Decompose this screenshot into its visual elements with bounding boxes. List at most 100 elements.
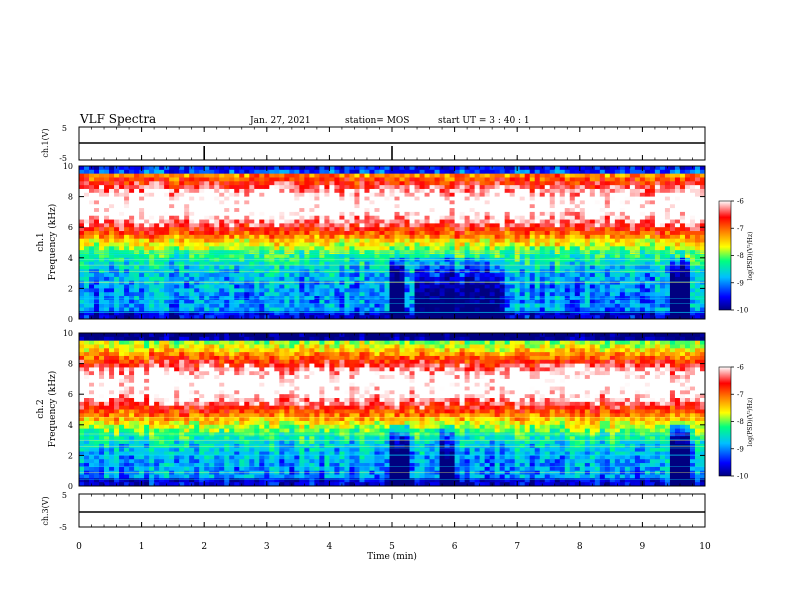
spectrogram-cell — [199, 315, 205, 320]
spectrogram-cell — [264, 303, 270, 308]
spectrogram-cell — [384, 204, 390, 209]
spectrogram-cell — [459, 219, 466, 224]
spectrogram-cell — [274, 211, 280, 217]
spectrogram-cell — [499, 261, 506, 266]
spectrogram-cell — [544, 273, 551, 278]
spectrogram-cell — [344, 315, 350, 320]
spectrogram-cell — [699, 188, 706, 194]
spectrogram-cell — [309, 185, 315, 190]
spectrogram-cell — [79, 219, 85, 224]
spectrogram-cell — [344, 303, 350, 308]
spectrogram-cell — [599, 253, 606, 259]
spectrogram-cell — [649, 169, 656, 175]
spectrogram-cell — [409, 215, 415, 220]
spectrogram-cell — [109, 261, 115, 266]
spectrogram-cell — [469, 223, 476, 228]
spectrogram-cell — [639, 181, 646, 186]
spectrogram-cell — [244, 311, 250, 316]
spectrogram-cell — [119, 181, 125, 186]
spectrogram-cell — [134, 280, 140, 285]
spectrogram-cell — [474, 238, 481, 243]
spectrogram-cell — [199, 204, 205, 209]
spectrogram-cell — [119, 261, 125, 266]
spectrogram-cell — [314, 296, 320, 301]
spectrogram-cell — [539, 253, 546, 259]
spectrogram-cell — [574, 242, 581, 247]
spectrogram-cell — [664, 196, 671, 201]
spectrogram-cell — [299, 234, 305, 240]
spectrogram-cell — [289, 204, 295, 209]
spectrogram-cell — [479, 215, 486, 220]
spectrogram-cell — [249, 288, 255, 293]
spectrogram-cell — [359, 211, 365, 217]
spectrogram-cell — [419, 185, 425, 190]
spectrogram-cell — [434, 315, 440, 320]
spectrogram-cell — [354, 173, 360, 178]
spectrogram-cell — [559, 234, 566, 240]
spectrogram-cell — [219, 296, 225, 301]
spectrogram-cell — [104, 296, 110, 301]
spectrogram-cell — [109, 173, 115, 178]
spectrogram-cell — [454, 181, 461, 186]
spectrogram-cell — [359, 261, 365, 266]
spectrogram-cell — [179, 188, 185, 194]
spectrogram-cell — [594, 265, 601, 270]
spectrogram-cell — [464, 296, 471, 301]
spectrogram-cell — [129, 261, 135, 266]
spectrogram-cell — [559, 315, 566, 320]
spectrogram-cell — [409, 288, 415, 293]
spectrogram-cell — [244, 292, 250, 297]
spectrogram-cell — [194, 200, 200, 205]
spectrogram-cell — [189, 299, 195, 305]
spectrogram-cell — [89, 204, 95, 209]
spectrogram-cell — [204, 208, 210, 213]
spectrogram-cell — [674, 315, 681, 320]
spectrogram-cell — [434, 215, 440, 220]
spectrogram-cell — [589, 204, 596, 209]
spectrogram-cell — [174, 261, 180, 266]
spectrogram-cell — [409, 200, 415, 205]
spectrogram-cell — [654, 196, 661, 201]
spectrogram-cell — [609, 188, 616, 194]
spectrogram-cell — [364, 288, 370, 293]
spectrogram-cell — [334, 253, 340, 259]
spectrogram-cell — [289, 211, 295, 217]
spectrogram-cell — [499, 177, 506, 182]
spectrogram-cell — [309, 200, 315, 205]
spectrogram-cell — [129, 242, 135, 247]
spectrogram-cell — [614, 223, 621, 228]
spectrogram-cell — [134, 265, 140, 270]
spectrogram-cell — [224, 227, 230, 232]
spectrogram-cell — [279, 303, 285, 308]
spectrogram-cell — [244, 288, 250, 293]
spectrogram-cell — [554, 307, 561, 312]
spectrogram-cell — [314, 173, 320, 178]
spectrogram-cell — [274, 223, 280, 228]
spectrogram-cell — [249, 211, 255, 217]
spectrogram-cell — [489, 246, 496, 251]
spectrogram-cell — [349, 208, 355, 213]
spectrogram-cell — [199, 238, 205, 243]
spectrogram-cell — [454, 280, 461, 285]
spectrogram-cell — [654, 315, 661, 320]
spectrogram-cell — [484, 284, 491, 289]
spectrogram-cell — [279, 288, 285, 293]
spectrogram-cell — [299, 307, 305, 312]
spectrogram-cell — [594, 234, 601, 240]
spectrogram-cell — [289, 192, 295, 198]
spectrogram-cell — [314, 284, 320, 289]
spectrogram-cell — [79, 253, 85, 259]
spectrogram-cell — [584, 177, 591, 182]
spectrogram-cell — [664, 169, 671, 175]
spectrogram-cell — [194, 208, 200, 213]
spectrogram-cell — [384, 200, 390, 205]
spectrogram-cell — [654, 169, 661, 175]
spectrogram-cell — [559, 276, 566, 282]
spectrogram-cell — [589, 200, 596, 205]
spectrogram-cell — [549, 296, 556, 301]
spectrogram-cell — [344, 276, 350, 282]
spectrogram-cell — [109, 204, 115, 209]
spectrogram-cell — [429, 246, 435, 251]
spectrogram-cell — [549, 288, 556, 293]
spectrogram-cell — [589, 276, 596, 282]
